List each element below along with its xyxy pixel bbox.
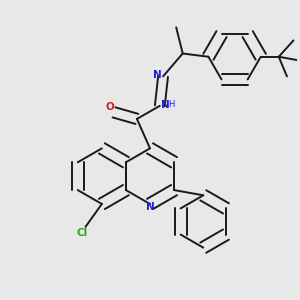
Text: N: N (161, 100, 170, 110)
Text: Cl: Cl (76, 228, 88, 239)
Text: N: N (153, 70, 162, 80)
Text: O: O (106, 103, 115, 112)
Text: N: N (146, 202, 154, 212)
Text: H: H (168, 100, 175, 109)
